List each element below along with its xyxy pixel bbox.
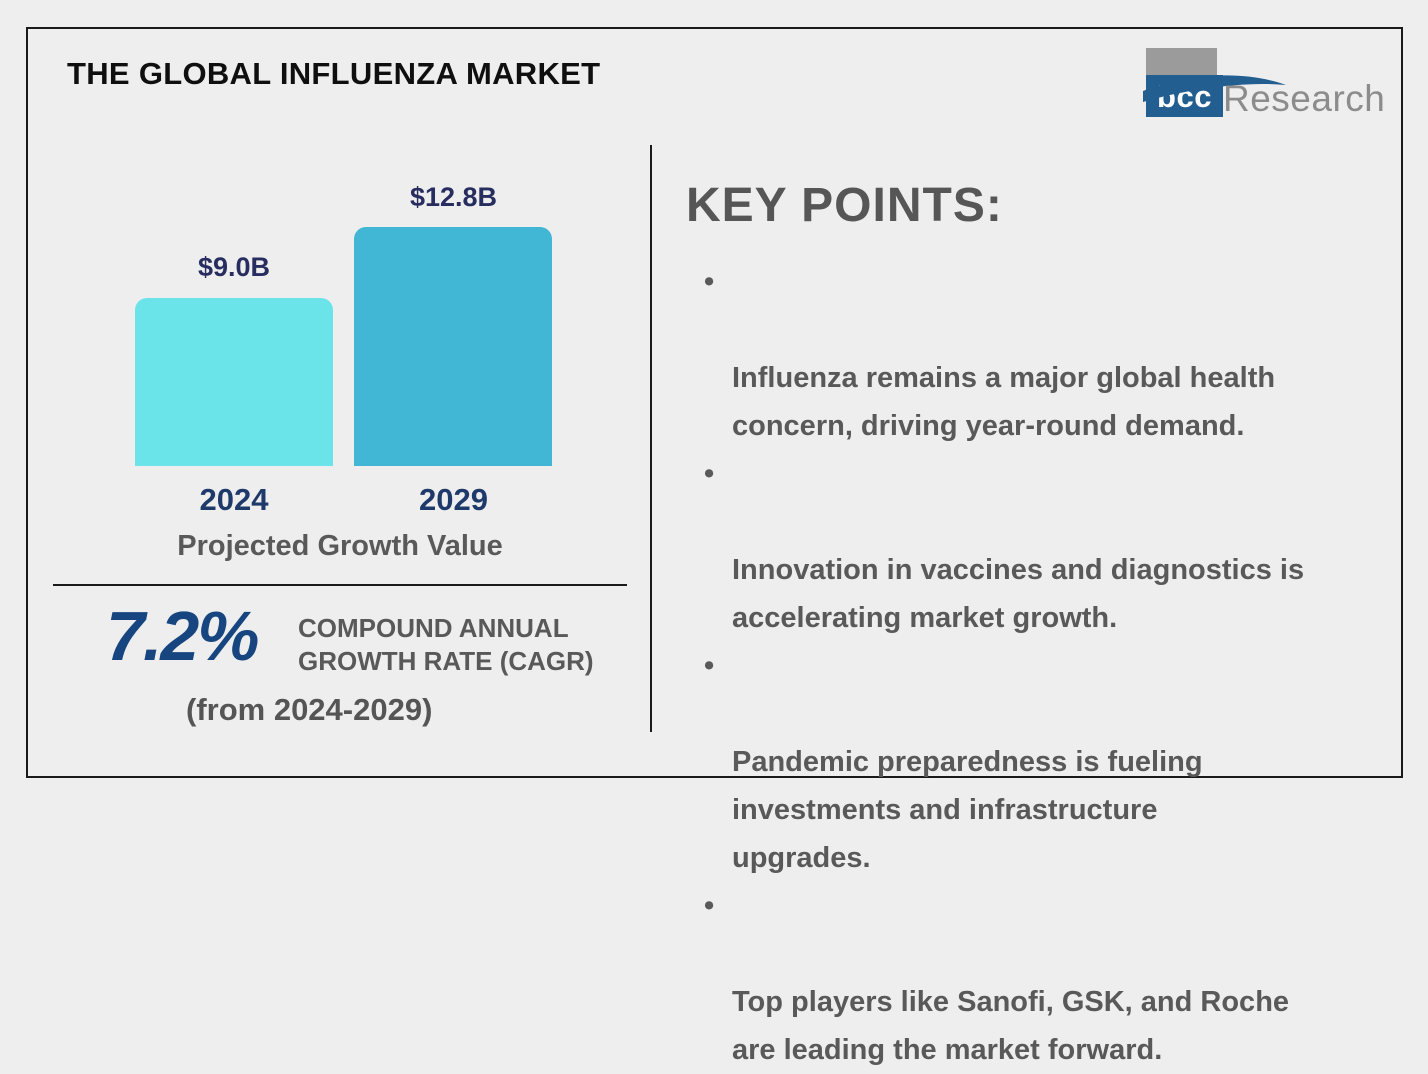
bar-category-label-2024: 2024: [199, 482, 269, 517]
bar-category-label-2029: 2029: [419, 482, 488, 517]
key-point-item: • Top players like Sanofi, GSK, and Roch…: [702, 882, 1397, 1074]
key-point-item: • Pandemic preparedness is fueling inves…: [702, 642, 1397, 882]
vertical-divider: [650, 145, 652, 732]
bullet-icon: •: [704, 458, 715, 490]
bar-chart: [135, 227, 552, 466]
key-point-text: Influenza remains a major global health …: [732, 362, 1276, 442]
logo-research-text: Research: [1223, 78, 1386, 119]
cagr-range: (from 2024-2029): [186, 692, 433, 727]
logo-gray-block: [1146, 48, 1217, 75]
bar-value-label-2029: $12.8B: [409, 182, 498, 212]
bcc-research-logo: bcc Research: [1143, 45, 1385, 123]
logo-swoosh-icon: [1143, 75, 1286, 102]
key-point-item: • Influenza remains a major global healt…: [702, 258, 1397, 450]
bar-2029: [354, 227, 552, 466]
bullet-icon: •: [704, 890, 715, 922]
cagr-label: COMPOUND ANNUAL GROWTH RATE (CAGR): [298, 613, 594, 676]
key-point-text: Innovation in vaccines and diagnostics i…: [732, 554, 1305, 634]
page-title: THE GLOBAL INFLUENZA MARKET: [67, 56, 601, 91]
bar-value-label-2024: $9.0B: [197, 252, 271, 282]
key-point-item: • Innovation in vaccines and diagnostics…: [702, 450, 1397, 642]
chart-title: Projected Growth Value: [177, 530, 503, 562]
key-points-heading: KEY POINTS:: [686, 179, 1003, 232]
bullet-icon: •: [704, 266, 715, 298]
horizontal-divider: [53, 584, 627, 586]
cagr-value: 7.2%: [106, 597, 260, 675]
key-point-text: Top players like Sanofi, GSK, and Roche …: [732, 986, 1290, 1066]
bar-2024: [135, 297, 333, 466]
bullet-icon: •: [704, 650, 715, 682]
key-point-text: Pandemic preparedness is fueling investm…: [732, 746, 1203, 874]
key-points-list: • Influenza remains a major global healt…: [702, 258, 1397, 1074]
